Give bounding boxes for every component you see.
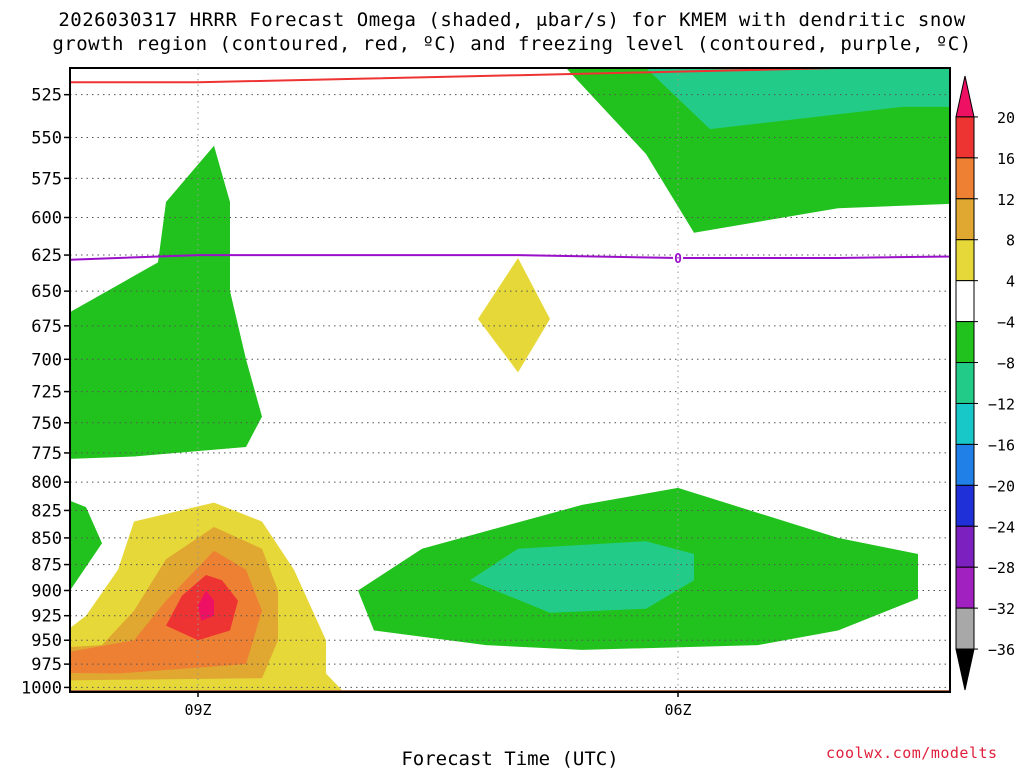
omega-shaded-regions bbox=[70, 68, 1024, 691]
colorbar-label-12: −32 bbox=[988, 600, 1015, 618]
omega-region-mid-green-f bbox=[70, 145, 262, 459]
colorbar-label-5: −4 bbox=[997, 314, 1015, 332]
grid-lines bbox=[70, 68, 950, 692]
y-tick-label-950: 950 bbox=[31, 631, 62, 651]
freezing-level-label: 0 bbox=[674, 252, 682, 267]
y-tick-label-925: 925 bbox=[31, 607, 62, 627]
colorbar-legend: 20 16 12 8 4 −4 −8 −12 −16 −20 −24 −28 −32 −36 bbox=[955, 75, 1015, 691]
y-tick-label-525: 525 bbox=[31, 86, 62, 106]
x-axis-title: Forecast Time (UTC) bbox=[401, 748, 618, 768]
colorbar-swatch-4 bbox=[955, 239, 975, 282]
colorbar-label-8: −16 bbox=[988, 436, 1015, 454]
plot-frame bbox=[69, 67, 951, 693]
y-tick-label-650: 650 bbox=[31, 282, 62, 302]
colorbar-label-1: 16 bbox=[997, 150, 1015, 168]
freezing-label-background bbox=[673, 249, 683, 265]
y-tick-label-700: 700 bbox=[31, 350, 62, 370]
colorbar-swatch-6 bbox=[955, 321, 975, 364]
pressure-axis: 525 550 575 600 625 650 675 700 725 750 775 800 825 8… bbox=[21, 86, 70, 698]
x-tick-label-09Z-0: 09Z bbox=[184, 701, 211, 719]
y-tick-label-775: 775 bbox=[31, 444, 62, 464]
chart-title-line-1: 2026030317 HRRR Forecast Omega (shaded, … bbox=[58, 9, 966, 31]
omega-region-low-green-g bbox=[70, 500, 102, 591]
y-tick-label-600: 600 bbox=[31, 209, 62, 229]
y-tick-label-875: 875 bbox=[31, 556, 62, 576]
colorbar-swatch-9 bbox=[955, 443, 975, 486]
colorbar-label-0: 20 bbox=[997, 109, 1015, 127]
freezing-level-contour bbox=[70, 254, 950, 261]
colorbar-swatch-7 bbox=[955, 362, 975, 404]
y-tick-label-725: 725 bbox=[31, 383, 62, 403]
colorbar-swatch-11 bbox=[955, 525, 975, 568]
omega-region-mid-yellow-e bbox=[478, 258, 550, 373]
colorbar-label-2: 12 bbox=[997, 191, 1015, 209]
colorbar-label-4: 4 bbox=[1006, 273, 1015, 291]
dendritic-growth-contour bbox=[70, 68, 839, 84]
colorbar-swatch-2 bbox=[955, 157, 975, 200]
source-credit: coolwx.com/modelts bbox=[826, 744, 998, 762]
colorbar-swatch-10 bbox=[955, 484, 975, 527]
colorbar-swatch-3 bbox=[955, 198, 975, 241]
colorbar-cap-top bbox=[955, 75, 975, 118]
y-tick-label-900: 900 bbox=[31, 581, 62, 601]
y-tick-label-750: 750 bbox=[31, 414, 62, 434]
colorbar-swatch-12 bbox=[955, 566, 975, 609]
colorbar-label-7: −12 bbox=[988, 395, 1015, 413]
y-tick-label-800: 800 bbox=[31, 473, 62, 493]
omega-region-low-magenta-h bbox=[198, 590, 214, 621]
y-tick-label-675: 675 bbox=[31, 317, 62, 337]
y-tick-label-575: 575 bbox=[31, 169, 62, 189]
y-tick-label-975: 975 bbox=[31, 655, 62, 675]
colorbar-label-11: −28 bbox=[988, 559, 1015, 577]
colorbar-swatch-5 bbox=[955, 280, 975, 323]
chart-title-line-2: growth region (contoured, red, ºC) and f… bbox=[52, 33, 972, 55]
time-axis: 18Z3MAR202621Z00Z4MAR03Z06Z09Z bbox=[184, 692, 692, 719]
y-tick-label-1000: 1000 bbox=[21, 678, 62, 698]
colorbar-cap-bottom bbox=[955, 648, 975, 691]
colorbar-label-9: −20 bbox=[988, 477, 1015, 495]
y-tick-label-625: 625 bbox=[31, 246, 62, 266]
omega-region-upr-teal-d bbox=[646, 68, 950, 130]
colorbar-label-3: 8 bbox=[1006, 232, 1015, 250]
colorbar-swatch-1 bbox=[955, 116, 975, 159]
colorbar-swatch-13 bbox=[955, 607, 975, 650]
omega-region-low-green-d bbox=[1014, 417, 1024, 558]
colorbar-label-13: −36 bbox=[988, 641, 1015, 659]
y-tick-label-825: 825 bbox=[31, 501, 62, 521]
y-tick-label-850: 850 bbox=[31, 529, 62, 549]
contour-lines: 0 bbox=[70, 68, 950, 267]
colorbar-label-6: −8 bbox=[997, 355, 1015, 373]
colorbar-swatch-8 bbox=[955, 402, 975, 445]
omega-region-low-teal-e bbox=[470, 541, 694, 613]
colorbar-label-10: −24 bbox=[988, 518, 1015, 536]
y-tick-label-550: 550 bbox=[31, 128, 62, 148]
x-tick-label-06Z-0: 06Z bbox=[664, 701, 691, 719]
